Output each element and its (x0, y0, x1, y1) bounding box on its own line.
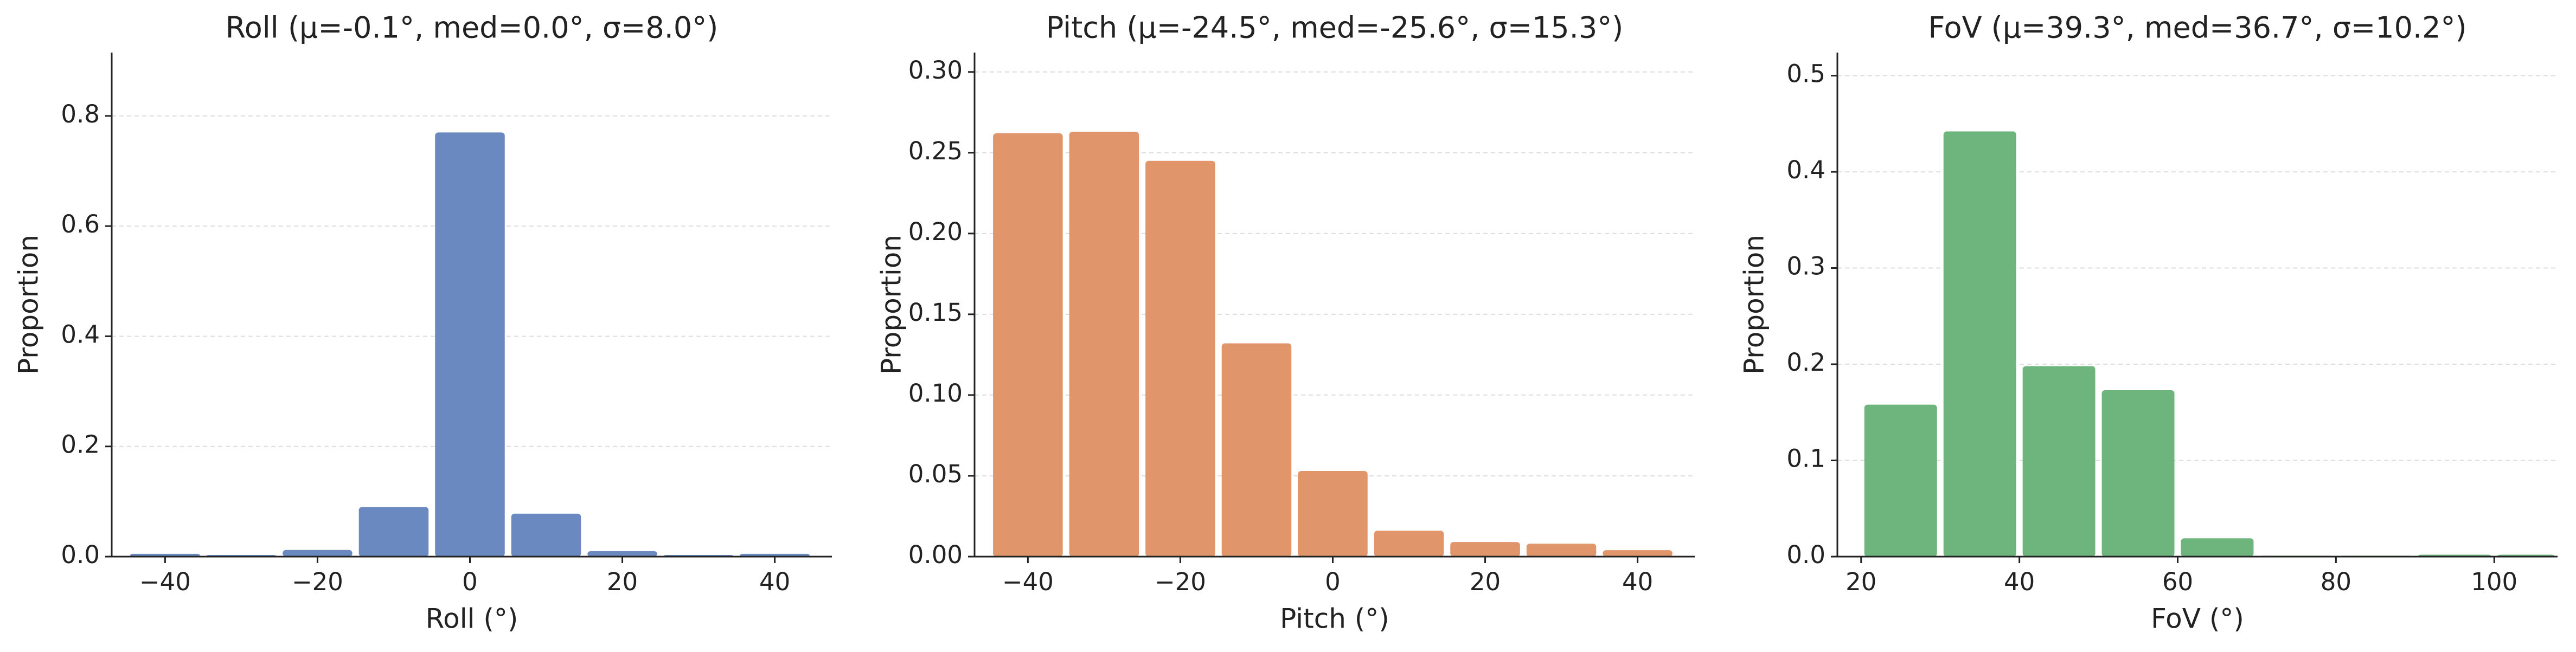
y-tick-label: 0.5 (1786, 60, 1825, 88)
x-tick-label: −20 (292, 567, 343, 596)
y-tick-label: 0.8 (61, 100, 100, 128)
bar (2022, 366, 2096, 557)
y-tick-label: 0.00 (908, 540, 963, 569)
y-tick-label: 0.4 (1786, 156, 1825, 184)
y-tick-label: 0.20 (908, 217, 963, 246)
bar (511, 513, 581, 557)
x-tick-label: −40 (139, 567, 191, 596)
y-tick-label: 0.1 (1786, 444, 1825, 473)
chart-title: Pitch (μ=-24.5°, med=-25.6°, σ=15.3°) (1046, 11, 1624, 45)
y-tick-label: 0.30 (908, 56, 963, 85)
x-tick-label: 40 (2004, 567, 2035, 596)
y-tick-label: 0.2 (1786, 348, 1825, 377)
chart-title: FoV (μ=39.3°, med=36.7°, σ=10.2°) (1928, 11, 2466, 45)
y-axis-label: Proportion (13, 235, 44, 375)
x-tick-label: 20 (607, 567, 638, 596)
x-tick-label: 100 (2471, 567, 2517, 596)
x-tick-label: 80 (2321, 567, 2351, 596)
x-tick-label: 20 (1846, 567, 1876, 596)
bar (2101, 390, 2175, 557)
y-tick-label: 0.2 (61, 430, 100, 459)
bar (1069, 132, 1139, 557)
bar (993, 133, 1063, 557)
bar (358, 507, 429, 557)
y-axis-label: Proportion (876, 235, 907, 375)
bar (1603, 550, 1673, 557)
chart-title: Roll (μ=-0.1°, med=0.0°, σ=8.0°) (226, 11, 719, 45)
x-axis-label: FoV (°) (2151, 603, 2244, 635)
bar (283, 550, 353, 557)
bar (1864, 404, 1937, 557)
bar (1145, 160, 1215, 557)
x-tick-label: 40 (1622, 567, 1653, 596)
bar (1374, 531, 1444, 557)
y-tick-label: 0.15 (908, 298, 963, 327)
y-axis-label: Proportion (1739, 235, 1770, 375)
x-tick-label: −20 (1155, 567, 1206, 596)
x-tick-label: −40 (1002, 567, 1054, 596)
y-tick-label: 0.3 (1786, 252, 1825, 281)
x-axis-label: Pitch (°) (1280, 603, 1389, 635)
bar (1298, 471, 1368, 557)
y-tick-label: 0.0 (1786, 540, 1825, 569)
y-tick-label: 0.05 (908, 460, 963, 488)
y-tick-label: 0.0 (61, 540, 100, 569)
x-tick-label: 20 (1470, 567, 1501, 596)
x-tick-label: 0 (462, 567, 478, 596)
y-tick-label: 0.25 (908, 137, 963, 165)
bar (1943, 131, 2016, 557)
bar (1450, 542, 1520, 557)
x-tick-label: 0 (1325, 567, 1341, 596)
bar (1526, 544, 1597, 557)
bar (587, 551, 657, 557)
bar (435, 132, 505, 557)
bar (1221, 343, 1292, 557)
y-tick-label: 0.4 (61, 320, 100, 348)
bar (2181, 538, 2254, 557)
y-tick-label: 0.10 (908, 379, 963, 408)
x-tick-label: 40 (759, 567, 790, 596)
x-tick-label: 60 (2162, 567, 2193, 596)
y-tick-label: 0.6 (61, 210, 100, 238)
x-axis-label: Roll (°) (426, 603, 518, 635)
